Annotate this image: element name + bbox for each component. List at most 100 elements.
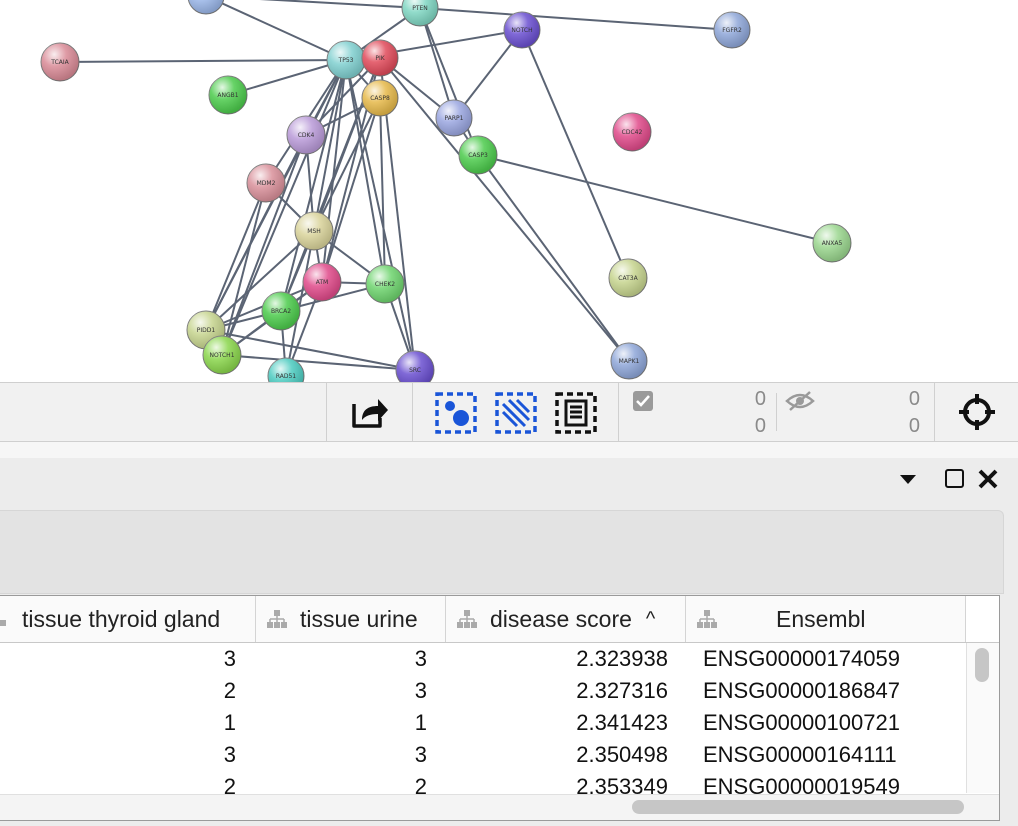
network-node[interactable] — [187, 0, 225, 15]
network-node[interactable]: BRCA2 — [261, 291, 301, 331]
select-all-button[interactable] — [553, 390, 599, 436]
column-header-label: tissue thyroid gland — [22, 605, 221, 632]
selected-edges-count: 0 — [754, 415, 766, 437]
network-node[interactable]: SRC — [395, 350, 435, 382]
network-node[interactable]: MAPK1 — [610, 342, 648, 380]
column-header-tissue-urine[interactable]: tissue urine — [256, 596, 446, 642]
network-node[interactable]: MSH — [294, 211, 334, 251]
network-edge[interactable] — [206, 0, 421, 9]
network-edge[interactable] — [419, 7, 455, 119]
toolbar-separator — [326, 383, 327, 441]
network-edge[interactable] — [280, 59, 347, 312]
network-edge[interactable] — [419, 7, 479, 156]
cell-disease-score: 2.341423 — [576, 710, 668, 735]
network-node[interactable]: NOTCH1 — [202, 335, 242, 375]
network-edge[interactable] — [285, 230, 315, 377]
network-node[interactable]: CDC42 — [612, 112, 652, 152]
network-node[interactable]: TCAIA — [40, 42, 80, 82]
table-row[interactable]: 2 3 2.327316 ENSG00000186847 — [0, 675, 966, 707]
network-node[interactable]: ATM — [302, 262, 342, 302]
network-node[interactable]: RAD51 — [267, 357, 305, 382]
column-header-label: Ensembl — [776, 605, 866, 632]
network-edge[interactable] — [205, 134, 307, 331]
network-node[interactable]: PARP1 — [435, 99, 473, 137]
column-header-ensembl[interactable]: Ensembl — [686, 596, 966, 642]
vertical-scrollbar-thumb[interactable] — [975, 648, 989, 682]
panel-close-button[interactable] — [976, 467, 1000, 496]
table-row[interactable]: 3 3 2.323938 ENSG00000174059 — [0, 643, 966, 675]
network-node-label: CAT3A — [618, 275, 638, 282]
network-edge[interactable] — [313, 59, 347, 232]
network-node-label: PTEN — [412, 5, 428, 12]
toolbar-separator — [412, 383, 413, 441]
hidden-edges-count: 0 — [908, 415, 920, 437]
edge-layer — [59, 0, 833, 377]
select-edges-button[interactable] — [493, 390, 539, 436]
network-edge[interactable] — [221, 182, 267, 356]
network-edge[interactable] — [521, 29, 629, 279]
network-edge[interactable] — [221, 134, 307, 356]
network-node[interactable]: MDM2 — [246, 163, 286, 203]
network-node[interactable]: CASP8 — [361, 79, 399, 117]
network-edge[interactable] — [379, 57, 630, 362]
network-node[interactable]: ANGB1 — [208, 75, 248, 115]
network-edge[interactable] — [321, 97, 381, 283]
network-edge[interactable] — [221, 59, 347, 356]
network-graph[interactable]: TCAIA ANGB1 TP53 PIK PTEN NOTCH FGFR2 CASP8 PARP… — [0, 0, 1018, 382]
network-edge[interactable] — [205, 182, 267, 331]
network-node-label: TP53 — [338, 57, 354, 64]
select-all-icon — [555, 392, 597, 434]
network-node[interactable]: NOTCH — [503, 11, 541, 49]
network-node[interactable]: PTEN — [401, 0, 439, 27]
cell-ensembl: ENSG00000100721 — [703, 710, 900, 735]
network-node-label: MAPK1 — [619, 358, 640, 365]
network-edge[interactable] — [419, 7, 733, 31]
network-edge[interactable] — [477, 154, 833, 244]
network-node[interactable]: CHEK2 — [365, 264, 405, 304]
header-divider — [0, 642, 999, 643]
horizontal-scrollbar-thumb[interactable] — [632, 800, 964, 814]
network-canvas[interactable]: TCAIA ANGB1 TP53 PIK PTEN NOTCH FGFR2 CASP8 PARP… — [0, 0, 1018, 382]
node-layer: TCAIA ANGB1 TP53 PIK PTEN NOTCH FGFR2 CASP8 PARP… — [40, 0, 852, 382]
network-node-label: FGFR2 — [722, 27, 742, 34]
network-edge[interactable] — [345, 59, 386, 285]
network-edge[interactable] — [379, 97, 386, 285]
center-view-button[interactable] — [954, 389, 1000, 435]
network-edge[interactable] — [205, 329, 416, 371]
network-edge[interactable] — [206, 0, 347, 61]
network-node[interactable]: CAT3A — [608, 258, 648, 298]
export-button[interactable] — [346, 389, 392, 435]
network-node-label: TCAIA — [50, 59, 69, 66]
network-edge[interactable] — [205, 230, 315, 331]
cell-tissue-urine: 3 — [414, 678, 427, 703]
network-edge[interactable] — [221, 354, 416, 371]
table-row[interactable]: 1 1 2.341423 ENSG00000100721 — [0, 707, 966, 739]
column-header-disease-score[interactable]: disease score ^ — [446, 596, 686, 642]
hierarchy-icon — [0, 620, 6, 626]
network-edge[interactable] — [313, 97, 381, 232]
network-edge[interactable] — [227, 59, 347, 96]
panel-menu-button[interactable] — [898, 470, 918, 493]
network-node-label: MSH — [307, 228, 321, 235]
cell-disease-score: 2.327316 — [576, 678, 668, 703]
column-header-tissue-thyroid-gland[interactable]: tissue thyroid gland — [0, 596, 256, 642]
network-edge[interactable] — [345, 59, 416, 371]
network-node-label: ANGB1 — [217, 92, 238, 99]
cell-ensembl: ENSG00000186847 — [703, 678, 900, 703]
network-edge[interactable] — [59, 59, 347, 63]
network-node[interactable]: ANXA5 — [812, 223, 852, 263]
network-node[interactable]: FGFR2 — [713, 11, 751, 49]
network-node[interactable]: PIK — [361, 39, 399, 77]
select-nodes-button[interactable] — [433, 390, 479, 436]
network-edge[interactable] — [453, 29, 523, 119]
cell-tissue-thyroid-gland: 2 — [223, 678, 236, 703]
network-edge[interactable] — [477, 154, 630, 362]
network-node[interactable]: TP53 — [326, 40, 366, 80]
table-row[interactable]: 3 3 2.350498 ENSG00000164111 — [0, 739, 966, 771]
network-node[interactable]: CASP3 — [458, 135, 498, 175]
network-node[interactable]: CDK4 — [286, 115, 326, 155]
selected-nodes-count: 0 — [754, 388, 766, 410]
sort-ascending-indicator: ^ — [645, 607, 656, 630]
network-node-label: MDM2 — [257, 180, 276, 187]
panel-float-button[interactable] — [944, 468, 966, 495]
